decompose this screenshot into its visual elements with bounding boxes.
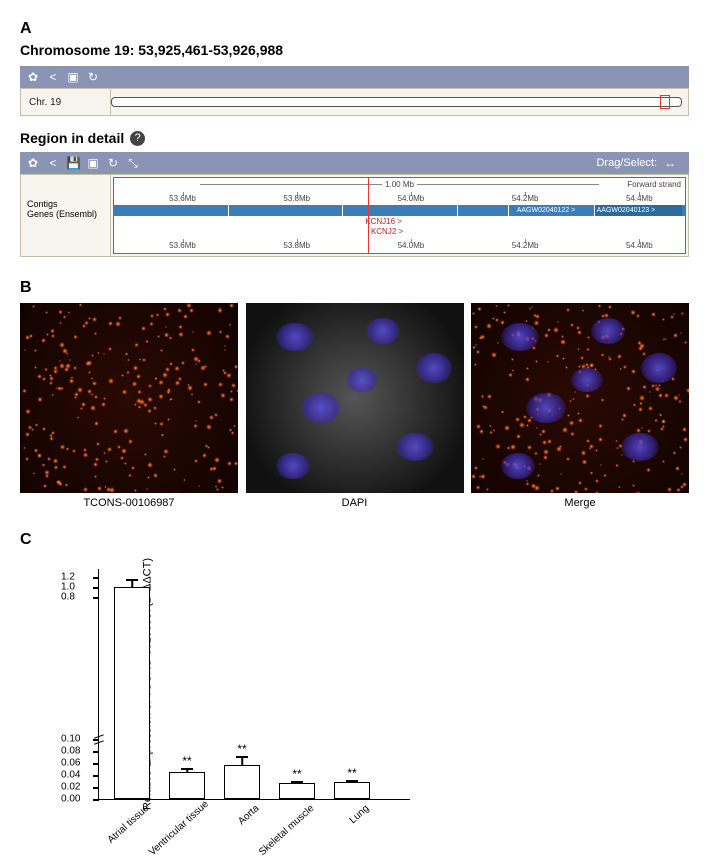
- axis-tick-label: 53.6Mb: [169, 194, 196, 203]
- region-left-labels: Contigs Genes (Ensembl): [21, 175, 111, 256]
- micrograph-row: TCONS-00106987 DAPI Merge: [20, 303, 689, 509]
- bar: [169, 772, 205, 799]
- micrograph-col: DAPI: [246, 303, 464, 509]
- x-tick-label: Skeletal muscle: [257, 803, 316, 858]
- toolbar-region: ✿ < 💾 ▣ ↻ ⤡ Drag/Select: ↔: [20, 152, 689, 174]
- bar: [114, 587, 150, 799]
- region-indicator: [660, 95, 670, 109]
- panel-c: C Relative Expression of TCONS-00106987(…: [20, 531, 689, 800]
- bar: [334, 782, 370, 799]
- chart-wrap: Relative Expression of TCONS-00106987(2⁻…: [60, 569, 410, 800]
- image-icon[interactable]: ▣: [86, 156, 100, 170]
- bar: [224, 765, 260, 799]
- refresh-icon[interactable]: ↻: [86, 70, 100, 84]
- micrograph-col: Merge: [471, 303, 689, 509]
- axis-bottom: 53.6Mb 53.8Mb 54.0Mb 54.2Mb 54.4Mb: [114, 237, 685, 251]
- y-tick-label: 0.10: [61, 734, 80, 745]
- chromosome-row: Chr. 19: [20, 88, 689, 116]
- y-tick-label: 0.06: [61, 758, 80, 769]
- y-tick-label: 0.02: [61, 782, 80, 793]
- micrograph-merge: [471, 303, 689, 493]
- axis-top: 53.6Mb 53.8Mb 54.0Mb 54.2Mb 54.4Mb: [114, 190, 685, 204]
- axis-tick-label: 54.2Mb: [512, 241, 539, 250]
- bar: [279, 783, 315, 799]
- help-icon[interactable]: ?: [130, 131, 145, 146]
- y-tick-label: 0.08: [61, 746, 80, 757]
- panel-a-label: A: [20, 20, 689, 38]
- y-tick-label: 0.00: [61, 794, 80, 805]
- micrograph-caption: Merge: [564, 497, 595, 509]
- chr-label: Chr. 19: [21, 89, 111, 115]
- save-icon[interactable]: 💾: [66, 156, 80, 170]
- contig-block: AAGW02040123 >: [594, 205, 683, 216]
- genes-label: Genes (Ensembl): [27, 209, 106, 219]
- chr-bar-cell: [111, 89, 688, 115]
- axis-tick-label: 54.4Mb: [626, 241, 653, 250]
- axis-tick-label: 53.8Mb: [283, 194, 310, 203]
- axis-tick-label: 54.0Mb: [398, 241, 425, 250]
- panel-b: B TCONS-00106987 DAPI Merge: [20, 279, 689, 509]
- micrograph-col: TCONS-00106987: [20, 303, 238, 509]
- gene-row: KCNJ16 >: [114, 217, 685, 227]
- panel-a: A Chromosome 19: 53,925,461-53,926,988 ✿…: [20, 20, 689, 257]
- region-title-wrap: Region in detail ?: [20, 130, 689, 146]
- micrograph-caption: TCONS-00106987: [83, 497, 174, 509]
- share-icon[interactable]: <: [46, 156, 60, 170]
- axis-tick-label: 54.2Mb: [512, 194, 539, 203]
- bar-chart: Relative Expression of TCONS-00106987(2⁻…: [98, 569, 410, 800]
- resize-icon[interactable]: ⤡: [126, 156, 140, 171]
- region-center-line: [368, 178, 369, 253]
- image-icon[interactable]: ▣: [66, 70, 80, 84]
- x-tick-label: Atrial tissue: [92, 803, 151, 858]
- significance-marker: **: [182, 754, 191, 768]
- toolbar-top: ✿ < ▣ ↻: [20, 66, 689, 88]
- refresh-icon[interactable]: ↻: [106, 156, 120, 170]
- contigs-label: Contigs: [27, 199, 106, 209]
- y-tick-label: 1.2: [61, 572, 75, 583]
- panel-b-label: B: [20, 279, 689, 297]
- y-tick-label: 0.04: [61, 770, 80, 781]
- significance-marker: **: [292, 767, 301, 781]
- micrograph-dapi: [246, 303, 464, 493]
- panel-c-label: C: [20, 531, 689, 549]
- gene-label: KCNJ2 >: [371, 227, 403, 236]
- significance-marker: **: [347, 766, 356, 780]
- drag-select-label: Drag/Select:: [596, 157, 657, 169]
- micrograph-tcons: [20, 303, 238, 493]
- x-tick-label: Aorta: [202, 803, 261, 858]
- gene-row: KCNJ2 >: [114, 227, 685, 237]
- x-tick-label: Lung: [312, 803, 371, 858]
- chromosome-title: Chromosome 19: 53,925,461-53,926,988: [20, 42, 689, 58]
- drag-icon[interactable]: ↔: [663, 156, 677, 170]
- scale-bar: 1.00 Mb Forward strand: [114, 180, 685, 190]
- region-title: Region in detail: [20, 130, 124, 146]
- micrograph-caption: DAPI: [342, 497, 368, 509]
- region-track-area[interactable]: 1.00 Mb Forward strand 53.6Mb 53.8Mb 54.0M…: [113, 177, 686, 254]
- x-tick-label: Ventricular tissue: [147, 803, 206, 858]
- forward-strand-label: Forward strand: [627, 180, 681, 189]
- gene-label: KCNJ16 >: [365, 217, 402, 226]
- contig-block: AAGW02040122 >: [514, 205, 597, 216]
- gear-icon[interactable]: ✿: [26, 70, 40, 84]
- significance-marker: **: [237, 742, 246, 756]
- axis-tick-label: 54.4Mb: [626, 194, 653, 203]
- chromosome-bar: [111, 97, 682, 107]
- region-panel: Contigs Genes (Ensembl) 1.00 Mb Forward …: [20, 174, 689, 257]
- scale-text: 1.00 Mb: [382, 180, 417, 189]
- axis-tick-label: 53.8Mb: [283, 241, 310, 250]
- share-icon[interactable]: <: [46, 70, 60, 84]
- axis-tick-label: 53.6Mb: [169, 241, 196, 250]
- gear-icon[interactable]: ✿: [26, 156, 40, 170]
- y-tick-label: 1.0: [61, 582, 75, 593]
- axis-tick-label: 54.0Mb: [398, 194, 425, 203]
- contig-track: AAGW02040122 >AAGW02040123 >: [114, 205, 685, 216]
- y-tick-label: 0.8: [61, 592, 75, 603]
